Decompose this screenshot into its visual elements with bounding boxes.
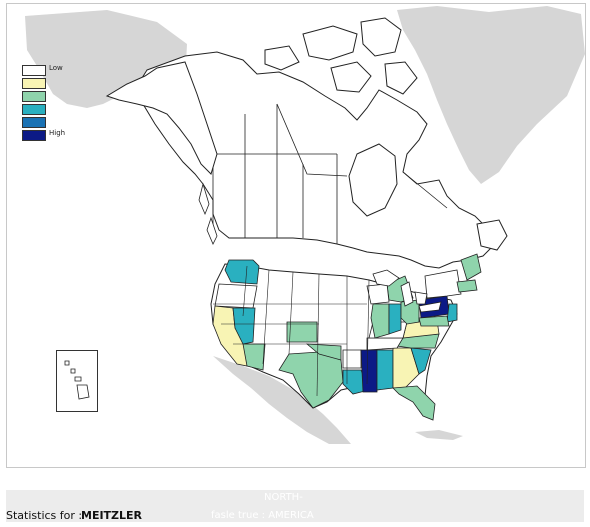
hawaii-island-kauai bbox=[64, 360, 70, 366]
state-massachusetts[interactable] bbox=[456, 279, 478, 293]
alaska-state bbox=[105, 61, 218, 175]
newfoundland bbox=[476, 219, 508, 251]
map-frame bbox=[6, 3, 586, 468]
state-georgia[interactable] bbox=[392, 347, 420, 389]
arctic-island-5 bbox=[384, 61, 418, 95]
state-alabama[interactable] bbox=[376, 349, 394, 391]
legend-label: High bbox=[49, 129, 66, 137]
state-illinois[interactable] bbox=[370, 303, 390, 339]
arctic-island-1 bbox=[302, 25, 358, 61]
statistics-label: Statistics for : bbox=[6, 509, 83, 522]
bc-coast-islands bbox=[198, 182, 218, 245]
legend-swatch bbox=[22, 78, 46, 89]
surname-value: MEITZLER bbox=[81, 509, 143, 522]
north-america-map bbox=[25, 6, 585, 444]
arctic-island-2 bbox=[360, 17, 402, 57]
legend-swatch bbox=[22, 65, 46, 76]
state-indiana[interactable] bbox=[388, 303, 402, 335]
legend-label: Low bbox=[49, 64, 63, 72]
arctic-island-3 bbox=[264, 45, 300, 71]
legend-swatch bbox=[22, 117, 46, 128]
state-maine[interactable] bbox=[460, 253, 482, 281]
state-new-york[interactable] bbox=[424, 269, 462, 299]
state-arkansas[interactable] bbox=[342, 349, 362, 369]
state-nevada[interactable] bbox=[232, 307, 256, 345]
mexico-land bbox=[213, 356, 351, 444]
arctic-island-4 bbox=[330, 61, 372, 93]
statistics-footer: NORTH- fasle true : AMERICA Statistics f… bbox=[6, 490, 584, 522]
state-mississippi[interactable] bbox=[360, 349, 378, 393]
colored-states bbox=[212, 253, 482, 421]
legend-swatch bbox=[22, 104, 46, 115]
state-florida[interactable] bbox=[392, 385, 436, 421]
state-colorado[interactable] bbox=[286, 321, 318, 343]
greenland-land bbox=[397, 6, 585, 184]
hudson-bay-water bbox=[348, 143, 398, 217]
cuba-land bbox=[415, 430, 463, 440]
overlay-region-text: NORTH- bbox=[264, 492, 303, 503]
state-wisconsin[interactable] bbox=[366, 283, 390, 305]
legend-swatch bbox=[22, 91, 46, 102]
state-new-jersey[interactable] bbox=[446, 303, 458, 323]
hawaii-map bbox=[64, 360, 90, 400]
hawaii-island-big bbox=[76, 384, 90, 400]
hawaii-inset bbox=[56, 350, 98, 412]
hawaii-island-oahu bbox=[70, 368, 76, 374]
hawaii-island-maui bbox=[74, 376, 82, 382]
great-lakes bbox=[372, 269, 442, 313]
usa-state-lines bbox=[213, 265, 370, 397]
state-washington[interactable] bbox=[224, 259, 260, 285]
state-south-carolina[interactable] bbox=[410, 347, 432, 375]
overlay-flag-text: fasle true : AMERICA bbox=[211, 510, 314, 521]
state-oklahoma[interactable] bbox=[305, 343, 342, 361]
legend-swatch bbox=[22, 130, 46, 141]
state-maryland[interactable] bbox=[418, 315, 450, 327]
state-oregon[interactable] bbox=[214, 283, 258, 309]
